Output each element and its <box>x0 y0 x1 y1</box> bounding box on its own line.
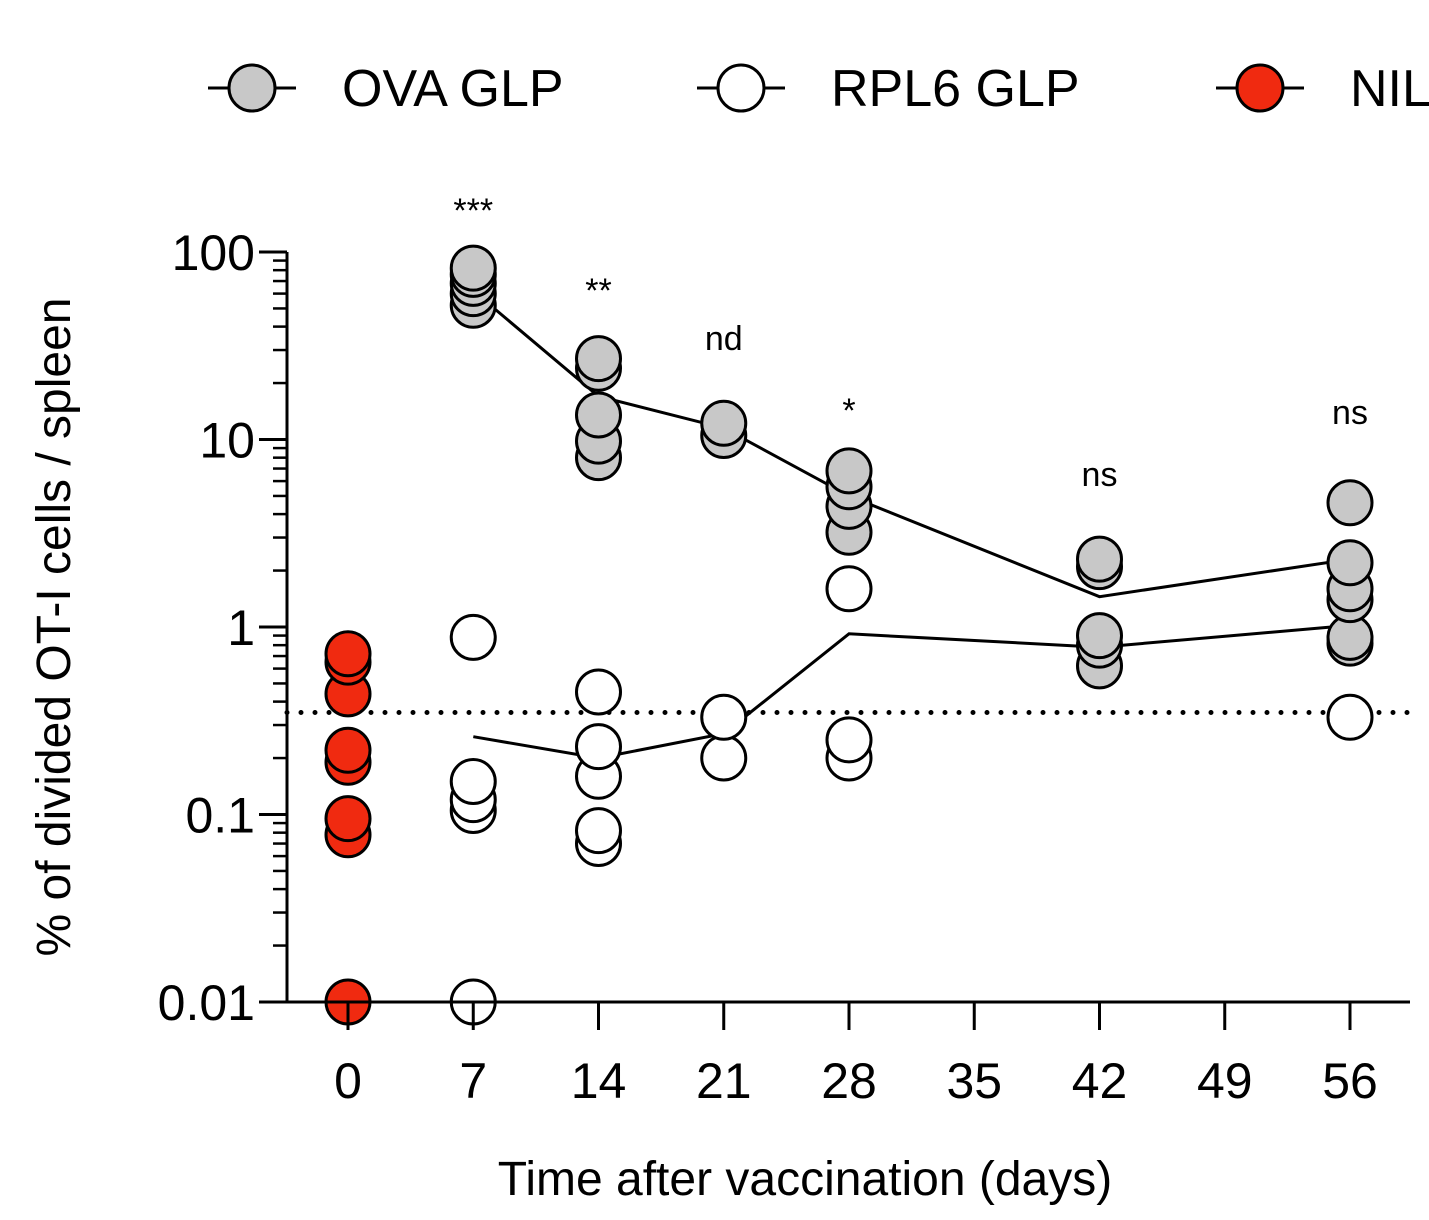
point-rpl6-glp <box>575 807 622 855</box>
point-ova-glp <box>1076 535 1123 583</box>
point-ova-glp <box>449 244 497 292</box>
point-rpl6-glp <box>1326 693 1374 741</box>
point-ova-glp <box>700 399 748 447</box>
x-tick-label: 28 <box>821 1053 877 1109</box>
point-nil <box>324 630 372 678</box>
y-tick-label: 1 <box>227 600 255 656</box>
point-rpl6-glp <box>449 757 497 805</box>
point-ova-glp <box>1326 539 1374 587</box>
point-nil <box>324 726 372 774</box>
legend-marker <box>227 63 277 113</box>
x-tick-label: 0 <box>334 1053 362 1109</box>
x-tick-label: 21 <box>696 1053 752 1109</box>
y-tick-label: 0.1 <box>185 788 255 844</box>
point-ova-glp <box>575 391 622 439</box>
significance-label: ns <box>1082 456 1118 494</box>
point-rpl6-glp <box>825 565 873 613</box>
significance-label: * <box>842 392 855 430</box>
axes: 0.01 0.1 1 10 100 0 7 14 21 28 35 42 49 56 <box>158 225 1410 1109</box>
x-tick-label: 7 <box>459 1053 487 1109</box>
legend-item-rpl6-glp: RPL6 GLP <box>697 60 1080 118</box>
point-rpl6-glp <box>700 693 748 741</box>
point-rpl6-glp <box>700 734 748 782</box>
legend-marker <box>716 63 766 113</box>
point-rpl6-glp <box>449 613 497 661</box>
significance-label: *** <box>453 192 493 230</box>
x-tick-label: 42 <box>1072 1053 1128 1109</box>
y-axis-title: % of divided OT-I cells / spleen <box>28 298 81 957</box>
x-tick-label: 35 <box>946 1053 1002 1109</box>
x-tick-label: 49 <box>1197 1053 1253 1109</box>
legend-label: RPL6 GLP <box>831 60 1080 118</box>
legend-label: NIL <box>1350 60 1429 118</box>
point-ova-glp <box>1326 479 1374 527</box>
legend-label: OVA GLP <box>342 60 564 118</box>
point-ova-glp <box>1076 612 1123 660</box>
point-rpl6-glp <box>575 723 622 771</box>
point-ova-glp <box>575 335 622 383</box>
significance-label: ns <box>1332 394 1368 432</box>
legend-item-ova-glp: OVA GLP <box>208 60 564 118</box>
legend-marker <box>1235 63 1285 113</box>
legend: OVA GLP RPL6 GLP NIL <box>208 60 1429 118</box>
legend-item-nil: NIL <box>1216 60 1429 118</box>
x-tick-label: 14 <box>571 1053 627 1109</box>
significance-label: ** <box>585 272 611 310</box>
point-rpl6-glp <box>825 716 873 764</box>
x-axis-title: Time after vaccination (days) <box>498 1153 1112 1206</box>
y-tick-label: 0.01 <box>158 975 255 1031</box>
y-tick-label: 10 <box>199 413 255 469</box>
point-rpl6-glp <box>575 668 622 716</box>
significance-label: nd <box>705 320 743 358</box>
y-tick-label: 100 <box>172 225 255 281</box>
point-ova-glp <box>825 447 873 495</box>
point-nil <box>324 795 372 843</box>
x-tick-label: 56 <box>1322 1053 1378 1109</box>
data-points <box>324 244 1374 1026</box>
